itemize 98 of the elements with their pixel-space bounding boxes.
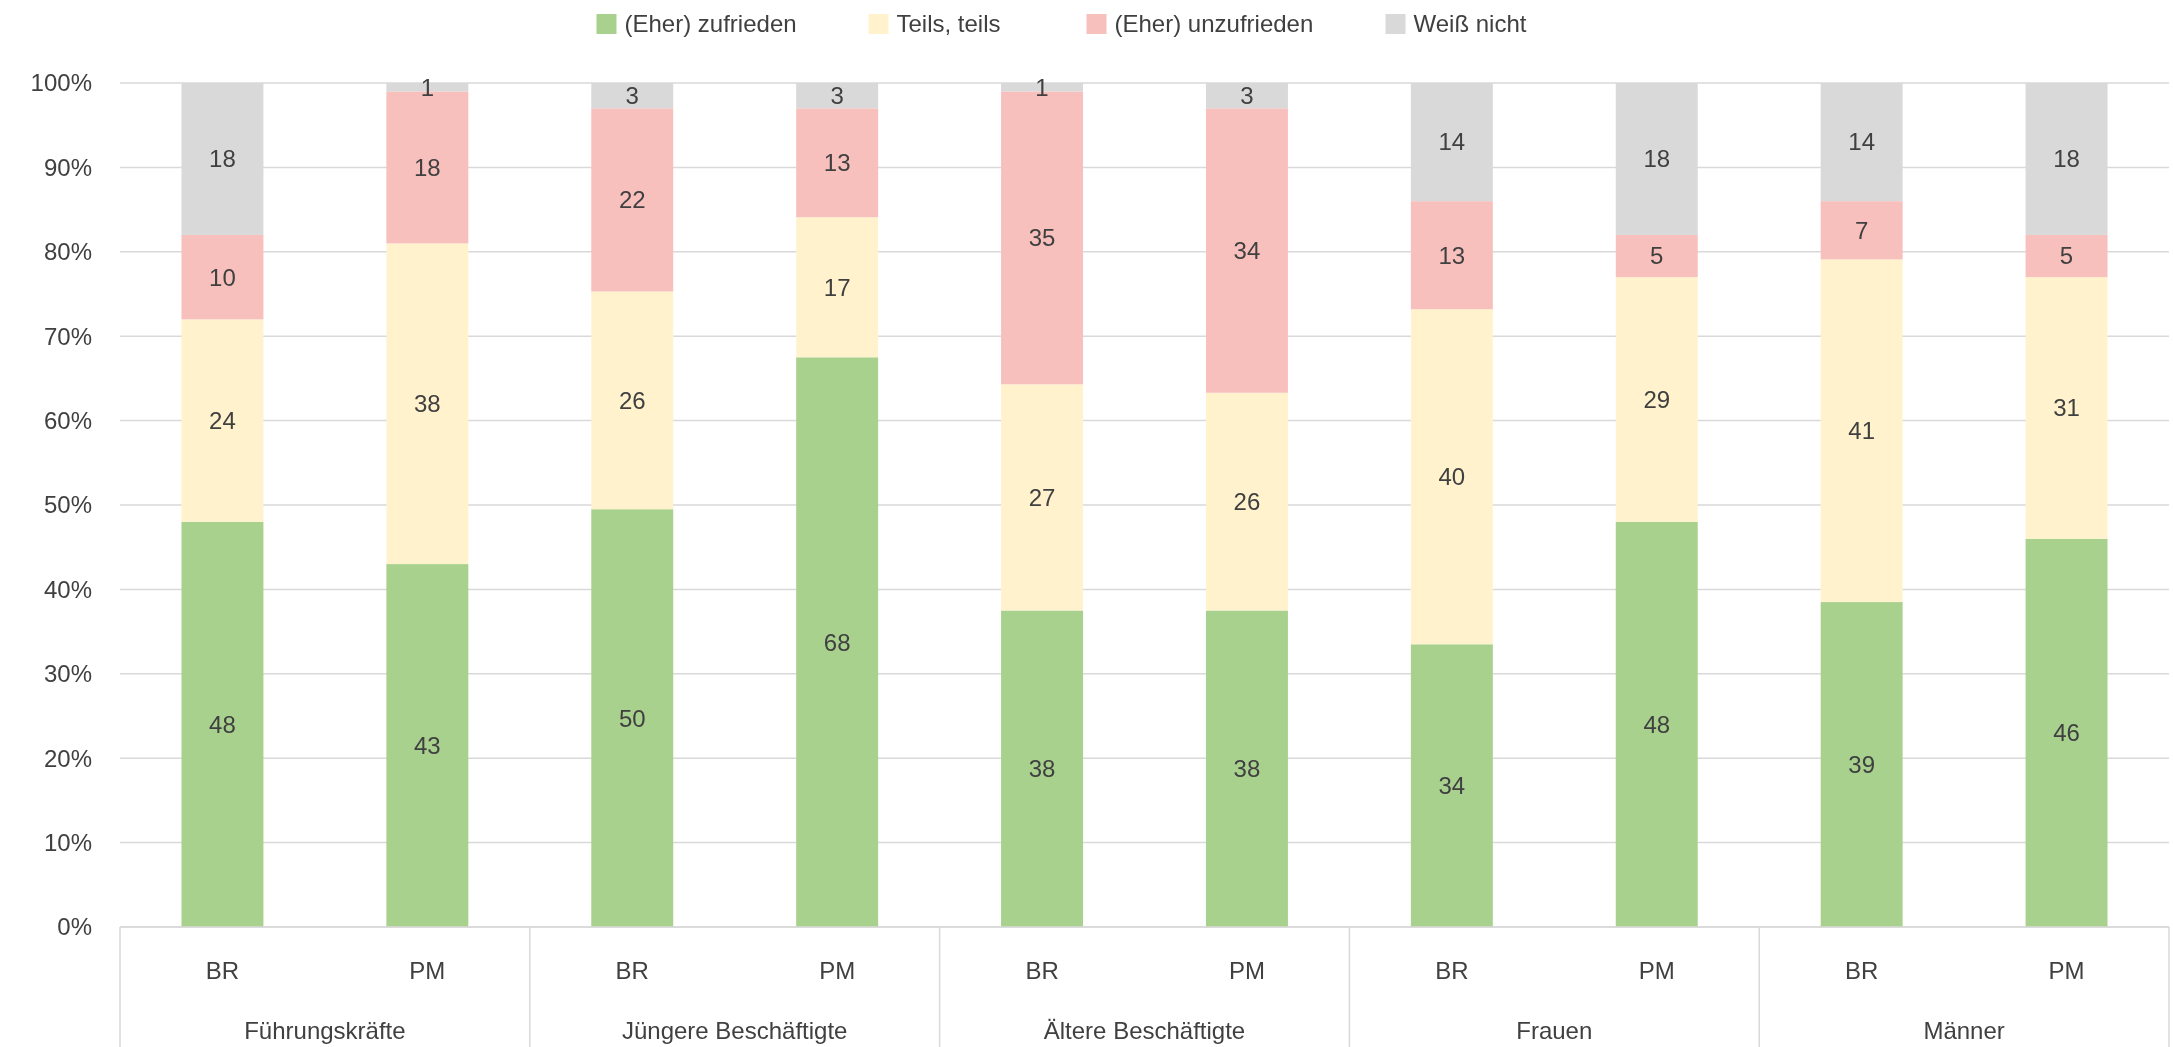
- data-label: 38: [1233, 755, 1261, 783]
- data-label: 18: [209, 145, 236, 173]
- y-tick-label: 60%: [43, 407, 92, 434]
- data-label: 3: [830, 82, 844, 110]
- bar: [1820, 602, 1903, 927]
- bar: [1001, 384, 1084, 611]
- data-label: 7: [1854, 216, 1869, 244]
- data-label: 41: [1848, 417, 1875, 445]
- text: Jüngere Beschäftigte: [621, 1017, 848, 1045]
- bar: [796, 108, 879, 218]
- x-tick-label: BR: [1844, 957, 1879, 985]
- data-label: 26: [1233, 488, 1261, 516]
- data-label: 18: [1643, 145, 1671, 173]
- x-tick-label: PM: [1638, 957, 1675, 985]
- data-label: 35: [1028, 224, 1056, 252]
- y-tick-label: 100%: [30, 69, 92, 97]
- bar: [591, 509, 674, 927]
- data-label: 13: [1438, 241, 1466, 269]
- bar: [1615, 234, 1698, 278]
- data-label: 48: [209, 710, 236, 738]
- bar: [1615, 521, 1698, 927]
- data-label: 39: [1848, 750, 1875, 778]
- text: Männer: [1923, 1017, 2005, 1045]
- x-tick-label: BR: [1025, 957, 1059, 985]
- y-tick-label: 20%: [43, 744, 92, 772]
- bar: [181, 319, 264, 522]
- data-label: 1: [420, 73, 435, 101]
- x-tick-label: PM: [1228, 957, 1265, 985]
- bar: [1205, 108, 1288, 393]
- bar: [1410, 644, 1493, 927]
- data-label: 43: [414, 731, 441, 759]
- legend-label: Weiß nicht: [1413, 10, 1527, 38]
- legend-label: Teils, teils: [896, 10, 1001, 38]
- data-label: 24: [209, 407, 236, 434]
- x-tick-label: PM: [819, 957, 856, 985]
- y-tick-label: 50%: [43, 491, 92, 519]
- bar: [181, 521, 264, 927]
- y-tick-label: 90%: [43, 153, 92, 181]
- text: Frauen: [1516, 1017, 1593, 1045]
- data-label: 14: [1848, 128, 1875, 156]
- data-label: 48: [1643, 710, 1671, 738]
- bar: [1001, 610, 1084, 927]
- x-tick-label: BR: [615, 957, 649, 985]
- data-label: 31: [2053, 394, 2080, 422]
- bar: [1820, 259, 1903, 603]
- data-label: 27: [1028, 483, 1056, 511]
- bar: [2025, 277, 2108, 539]
- bar: [1820, 201, 1903, 260]
- legend-label: (Eher) zufrieden: [624, 10, 797, 38]
- x-tick-label: BR: [205, 957, 240, 985]
- bar: [386, 243, 469, 565]
- legend-label: (Eher) unzufrieden: [1114, 10, 1314, 38]
- data-label: 29: [1643, 385, 1671, 413]
- data-label: 13: [823, 149, 851, 177]
- data-label: 5: [2059, 242, 2074, 270]
- text: Ältere Beschäftigte: [1043, 1017, 1246, 1045]
- data-label: 1: [1035, 73, 1049, 101]
- y-tick-label: 70%: [43, 322, 92, 350]
- bar: [181, 234, 264, 320]
- data-label: 38: [1028, 755, 1056, 783]
- data-label: 22: [618, 186, 646, 214]
- bar: [1410, 309, 1493, 645]
- y-tick-label: 0%: [57, 913, 92, 941]
- bar: [796, 217, 879, 358]
- bar: [796, 357, 879, 927]
- bar: [1205, 392, 1288, 611]
- x-tick-label: BR: [1435, 957, 1469, 985]
- bar: [1410, 201, 1493, 310]
- bar: [591, 291, 674, 510]
- data-label: 34: [1438, 772, 1466, 800]
- data-label: 40: [1438, 463, 1466, 491]
- y-tick-label: 80%: [43, 238, 92, 266]
- data-label: 38: [414, 390, 441, 418]
- bar: [591, 108, 674, 292]
- x-tick-label: PM: [2048, 957, 2085, 985]
- y-tick-label: 30%: [43, 660, 92, 688]
- data-label: 17: [823, 273, 851, 301]
- bar: [1615, 277, 1698, 522]
- data-label: 3: [1240, 82, 1254, 110]
- data-label: 34: [1233, 236, 1261, 264]
- data-label: 18: [414, 153, 441, 181]
- x-tick-label: PM: [409, 957, 446, 985]
- data-label: 18: [2053, 145, 2080, 173]
- text: Führungskräfte: [244, 1017, 406, 1045]
- data-label: 5: [1650, 242, 1664, 270]
- y-tick-label: 40%: [43, 575, 92, 603]
- data-label: 10: [209, 263, 236, 291]
- bar: [386, 564, 469, 927]
- data-label: 68: [823, 628, 851, 656]
- bar: [2025, 234, 2108, 278]
- bar: [1205, 610, 1288, 927]
- data-label: 26: [618, 386, 646, 414]
- data-label: 50: [618, 704, 646, 732]
- bar: [2025, 538, 2108, 927]
- data-label: 46: [2053, 719, 2080, 747]
- y-tick-label: 10%: [43, 829, 92, 856]
- data-label: 14: [1438, 128, 1466, 156]
- data-label: 3: [625, 82, 639, 110]
